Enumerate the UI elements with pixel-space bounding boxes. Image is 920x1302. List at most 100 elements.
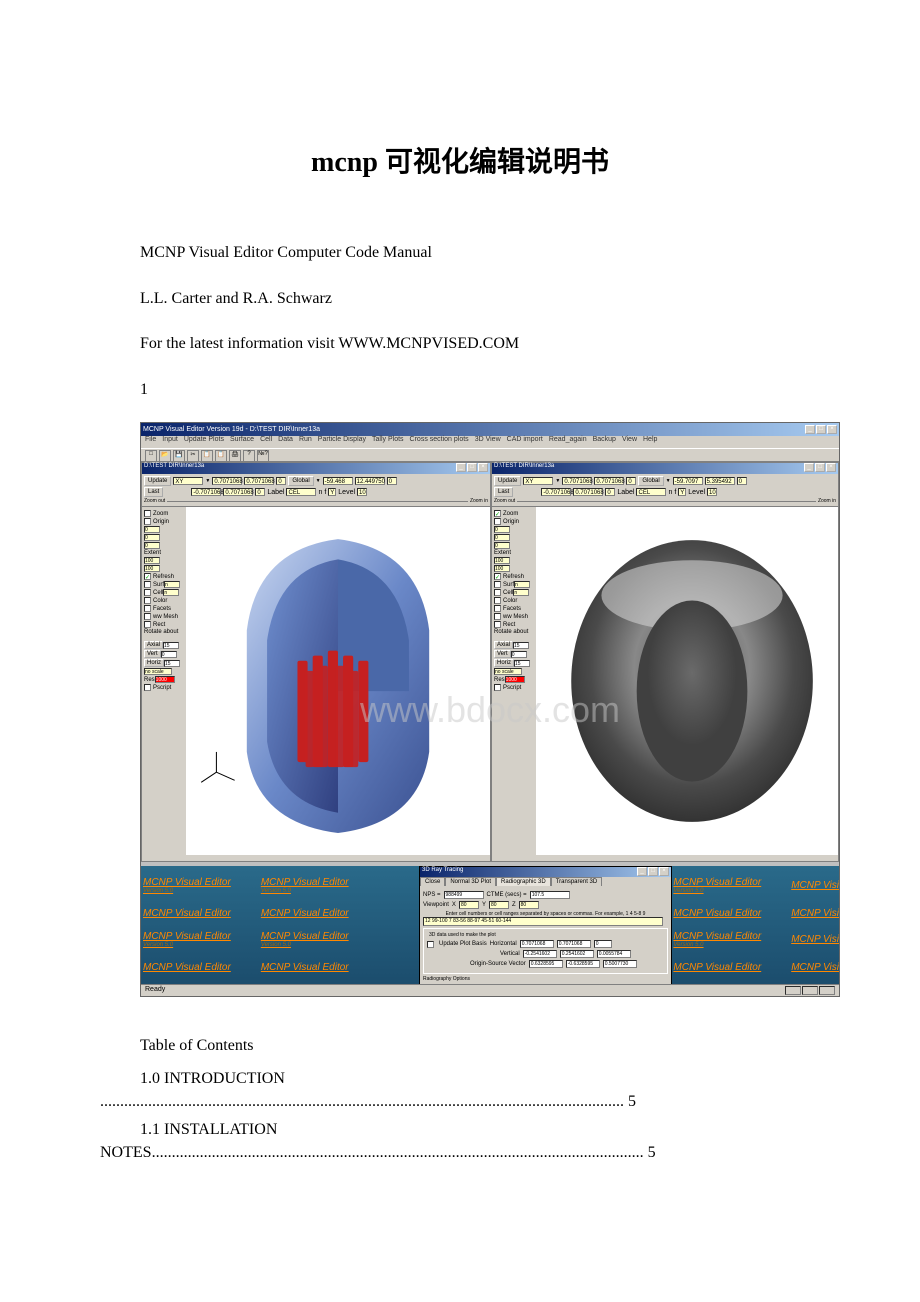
horiz-val[interactable]: 15 bbox=[164, 660, 180, 667]
b3[interactable]: 0.5007730 bbox=[603, 960, 637, 968]
hdr-val-2[interactable]: 0 bbox=[276, 477, 286, 485]
level-field-r[interactable]: 10 bbox=[707, 488, 717, 496]
update-button-r[interactable]: Update bbox=[494, 476, 521, 486]
origin-check-r[interactable] bbox=[494, 518, 501, 525]
axial-btn-r[interactable]: Axial bbox=[494, 641, 513, 649]
ctme-input[interactable]: 107.5 bbox=[530, 891, 570, 899]
rt-tab-normal[interactable]: Normal 3D Plot bbox=[445, 877, 496, 886]
xy-field-r[interactable]: XY bbox=[523, 477, 553, 485]
menu-run[interactable]: Run bbox=[299, 436, 312, 448]
surf-val-r[interactable]: n bbox=[514, 581, 530, 588]
menu-read-again[interactable]: Read_again bbox=[549, 436, 587, 448]
vy-input[interactable]: 80 bbox=[489, 901, 509, 909]
origin-z-r[interactable]: 0 bbox=[494, 542, 510, 549]
refresh-check-r[interactable] bbox=[494, 573, 501, 580]
zoom-check[interactable] bbox=[144, 510, 151, 517]
minimize-icon[interactable]: _ bbox=[805, 425, 815, 434]
axial-val-r[interactable]: 15 bbox=[513, 642, 529, 649]
viewport-right-canvas[interactable] bbox=[536, 507, 838, 855]
wwmesh-check-r[interactable] bbox=[494, 613, 501, 620]
hdr-val-6[interactable]: -59.468 bbox=[323, 477, 353, 485]
hdr-r-7[interactable]: 5.395492 bbox=[705, 477, 735, 485]
refresh-check[interactable] bbox=[144, 573, 151, 580]
origin-x-r[interactable]: 0 bbox=[494, 526, 510, 533]
noscale-field-r[interactable]: no scale bbox=[494, 668, 522, 675]
nps-input[interactable]: 988499 bbox=[444, 891, 484, 899]
hdr-val-1[interactable]: 0.7071068 bbox=[244, 477, 274, 485]
hdr-val-4[interactable]: 0.7071068 bbox=[223, 488, 253, 496]
surf-check[interactable] bbox=[144, 581, 151, 588]
hdr-val-8[interactable]: 0 bbox=[387, 477, 397, 485]
origin-z[interactable]: 0 bbox=[144, 542, 160, 549]
ranges-input[interactable]: 12 99-100 7 83-56 88-97 45-51 60-144 bbox=[423, 917, 663, 926]
surf-check-r[interactable] bbox=[494, 581, 501, 588]
vz-input[interactable]: 80 bbox=[519, 901, 539, 909]
menu-surface[interactable]: Surface bbox=[230, 436, 254, 448]
pscript-check-r[interactable] bbox=[494, 684, 501, 691]
b2[interactable]: -0.6328595 bbox=[566, 960, 600, 968]
pscript-check[interactable] bbox=[144, 684, 151, 691]
v2[interactable]: 0.2541602 bbox=[560, 950, 594, 958]
menu-data[interactable]: Data bbox=[278, 436, 293, 448]
hdr-r-1[interactable]: 0.7071068 bbox=[594, 477, 624, 485]
extent-1[interactable]: 100 bbox=[144, 557, 160, 564]
hdr-r-2[interactable]: 0 bbox=[626, 477, 636, 485]
vert-btn[interactable]: Vert bbox=[144, 650, 161, 658]
horiz-val-r[interactable]: 15 bbox=[514, 660, 530, 667]
hdr-val-7[interactable]: 12.449750 bbox=[355, 477, 385, 485]
vp-left-max-icon[interactable]: □ bbox=[467, 463, 477, 472]
color-check-r[interactable] bbox=[494, 597, 501, 604]
cel-field[interactable]: CEL bbox=[286, 488, 316, 496]
menu-3dview[interactable]: 3D View bbox=[475, 436, 501, 448]
update-basis-check[interactable] bbox=[427, 941, 434, 948]
save-icon[interactable]: 💾 bbox=[173, 450, 185, 462]
origin-check[interactable] bbox=[144, 518, 151, 525]
rect-check-r[interactable] bbox=[494, 621, 501, 628]
hdr-r-6[interactable]: -59.7097 bbox=[673, 477, 703, 485]
menu-cell[interactable]: Cell bbox=[260, 436, 272, 448]
menu-view[interactable]: View bbox=[622, 436, 637, 448]
v1[interactable]: -0.2541602 bbox=[523, 950, 557, 958]
surf-val[interactable]: n bbox=[164, 581, 180, 588]
hdr-r-0[interactable]: 0.7071068 bbox=[562, 477, 592, 485]
rect-check[interactable] bbox=[144, 621, 151, 628]
menu-xsection[interactable]: Cross section plots bbox=[410, 436, 469, 448]
cell-val[interactable]: n bbox=[163, 589, 179, 596]
last-button-r[interactable]: Last bbox=[494, 487, 513, 497]
hdr-r-5[interactable]: 0 bbox=[605, 488, 615, 496]
axial-val[interactable]: 15 bbox=[163, 642, 179, 649]
axial-btn[interactable]: Axial bbox=[144, 641, 163, 649]
rt-tab-radiographic[interactable]: Radiographic 3D bbox=[496, 877, 551, 886]
v3[interactable]: 0.0055784 bbox=[597, 950, 631, 958]
global-button[interactable]: Global bbox=[288, 476, 313, 486]
hdr-r-3[interactable]: -0.7071068 bbox=[541, 488, 571, 496]
xy-field[interactable]: XY bbox=[173, 477, 203, 485]
wwmesh-check[interactable] bbox=[144, 613, 151, 620]
rt-tab-close[interactable]: Close bbox=[420, 877, 445, 886]
menu-particle[interactable]: Particle Display bbox=[318, 436, 366, 448]
vp-right-min-icon[interactable]: _ bbox=[804, 463, 814, 472]
h3[interactable]: 0 bbox=[594, 940, 612, 948]
res-val[interactable]: 1000 bbox=[155, 676, 175, 683]
origin-x[interactable]: 0 bbox=[144, 526, 160, 533]
vert-val[interactable]: 0 bbox=[161, 651, 177, 658]
vp-left-min-icon[interactable]: _ bbox=[456, 463, 466, 472]
menu-backup[interactable]: Backup bbox=[593, 436, 616, 448]
facets-check-r[interactable] bbox=[494, 605, 501, 612]
yfield[interactable]: Y bbox=[328, 488, 336, 496]
horiz-btn-r[interactable]: Horiz bbox=[494, 659, 514, 667]
viewport-left-canvas[interactable] bbox=[186, 507, 490, 855]
cell-check-r[interactable] bbox=[494, 589, 501, 596]
origin-y[interactable]: 0 bbox=[144, 534, 160, 541]
menu-cad[interactable]: CAD import bbox=[507, 436, 543, 448]
menu-help[interactable]: Help bbox=[643, 436, 657, 448]
rt-max-icon[interactable]: □ bbox=[648, 867, 658, 876]
hdr-val-3[interactable]: -0.7071068 bbox=[191, 488, 221, 496]
context-help-icon[interactable]: №? bbox=[257, 450, 269, 462]
copy-icon[interactable]: 📋 bbox=[201, 450, 213, 462]
h2[interactable]: 0.7071068 bbox=[557, 940, 591, 948]
vert-btn-r[interactable]: Vert bbox=[494, 650, 511, 658]
h1[interactable]: 0.7071068 bbox=[520, 940, 554, 948]
yfield-r[interactable]: Y bbox=[678, 488, 686, 496]
vp-right-max-icon[interactable]: □ bbox=[815, 463, 825, 472]
